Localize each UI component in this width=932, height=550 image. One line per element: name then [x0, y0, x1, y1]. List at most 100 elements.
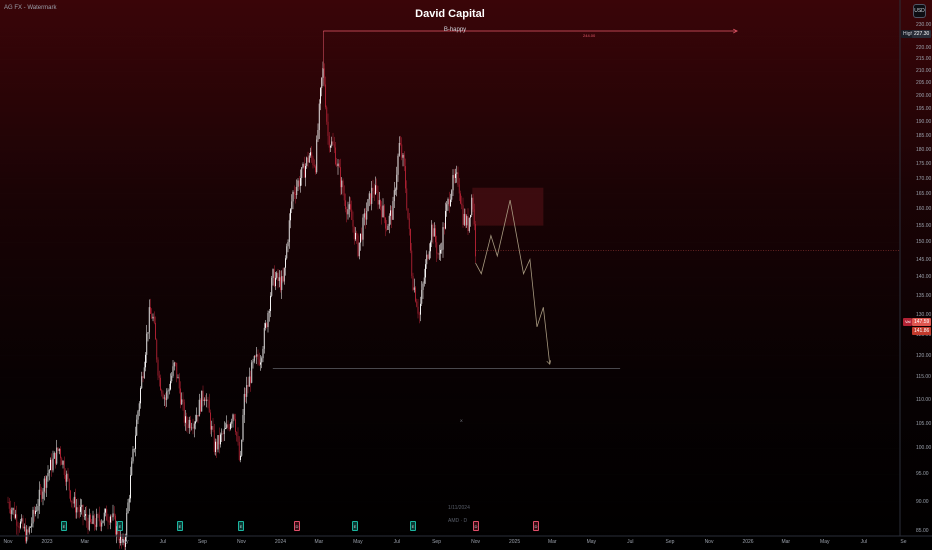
candle-body: [421, 289, 423, 304]
candle-body: [78, 509, 80, 512]
candle-body: [475, 224, 476, 257]
candle-body: [288, 220, 290, 243]
candle-body: [413, 287, 415, 290]
candle-body: [273, 269, 275, 287]
candle-body: [177, 377, 179, 379]
earnings-event-icon[interactable]: E: [117, 521, 123, 531]
candle-body: [381, 206, 383, 218]
time-axis-label: Jul: [159, 539, 166, 545]
candle-body: [198, 399, 200, 417]
candle-body: [31, 523, 33, 527]
earnings-event-icon[interactable]: E: [352, 521, 358, 531]
candle-body: [203, 399, 205, 402]
candle-body: [107, 520, 109, 522]
currency-button[interactable]: USD: [913, 4, 926, 18]
candle-body: [200, 399, 201, 412]
candle-body: [21, 518, 23, 522]
candle-body: [45, 478, 46, 488]
time-axis-label: Nov: [3, 539, 13, 545]
candle-body: [453, 175, 455, 179]
candle-body: [461, 203, 463, 206]
candle-body: [392, 201, 394, 220]
price-axis-label: 195.00: [916, 105, 932, 112]
candle-body: [88, 514, 90, 530]
candle-body: [262, 348, 264, 359]
candle-body: [330, 145, 331, 148]
candle-body: [411, 250, 413, 276]
event-label: E: [353, 524, 357, 529]
candle-body: [71, 500, 73, 502]
candle-body: [297, 180, 299, 187]
candle-body: [150, 307, 151, 314]
price-axis-label: 190.00: [916, 119, 932, 126]
candle-body: [172, 366, 174, 376]
candle-body: [300, 178, 301, 186]
time-axis-label: May: [119, 539, 129, 545]
dividend-event-icon[interactable]: D: [294, 521, 300, 531]
candle-body: [312, 157, 314, 166]
candle-body: [173, 362, 175, 367]
candle-body: [266, 323, 268, 328]
candle-body: [236, 431, 238, 436]
candle-body: [383, 205, 385, 218]
candle-body: [442, 227, 444, 250]
candle-body: [357, 235, 359, 257]
candle-body: [418, 313, 420, 315]
candle-body: [393, 190, 395, 202]
earnings-event-icon[interactable]: E: [61, 521, 67, 531]
candle-body: [237, 435, 239, 442]
candle-body: [186, 416, 188, 425]
candle-body: [73, 496, 75, 504]
price-axis-label: 105.00: [916, 420, 932, 427]
candle-body: [257, 354, 259, 360]
candle-body: [385, 217, 386, 229]
candle-body: [166, 391, 168, 401]
drawing-overlay: [272, 28, 900, 369]
time-axis-label: Mar: [781, 539, 791, 545]
candle-body: [52, 458, 54, 471]
candle-body: [207, 399, 209, 401]
candle-body: [120, 535, 121, 543]
candle-body: [271, 277, 273, 296]
candle-body: [372, 187, 374, 192]
candle-body: [343, 193, 345, 201]
candle-body: [122, 538, 124, 543]
candle-body: [377, 191, 379, 205]
candle-body: [412, 275, 414, 290]
candle-body: [263, 327, 265, 349]
candle-body: [331, 141, 333, 146]
candle-body: [311, 152, 313, 158]
candle-body: [93, 515, 95, 525]
candle-body: [217, 435, 219, 450]
price-axis-label: 155.00: [916, 222, 932, 229]
high-tag-value: 227.30: [912, 30, 932, 38]
candle-body: [380, 200, 381, 207]
candle-body: [398, 142, 400, 156]
earnings-event-icon[interactable]: E: [238, 521, 244, 531]
candle-body: [365, 213, 366, 220]
candle-body: [132, 449, 134, 462]
second-price-tag: 141.86: [912, 327, 932, 335]
candle-body: [437, 253, 439, 255]
candle-body: [27, 529, 29, 533]
time-axis-label: May: [820, 539, 830, 545]
candle-body: [328, 135, 330, 148]
dividend-event-icon[interactable]: D: [473, 521, 479, 531]
candle-body: [153, 316, 155, 323]
candle-body: [102, 520, 104, 523]
candle-body: [305, 165, 306, 178]
earnings-event-icon[interactable]: E: [410, 521, 416, 531]
candle-body: [17, 525, 19, 527]
candle-body: [291, 201, 293, 210]
candle-body: [386, 228, 388, 230]
candle-body: [447, 199, 449, 205]
candle-body: [401, 144, 403, 158]
earnings-event-icon[interactable]: E: [177, 521, 183, 531]
candle-body: [95, 524, 96, 527]
candle-body: [430, 242, 431, 252]
candle-body: [18, 526, 20, 528]
candle-body: [290, 209, 291, 221]
candle-body: [275, 277, 276, 287]
dividend-event-icon[interactable]: D: [533, 521, 539, 531]
